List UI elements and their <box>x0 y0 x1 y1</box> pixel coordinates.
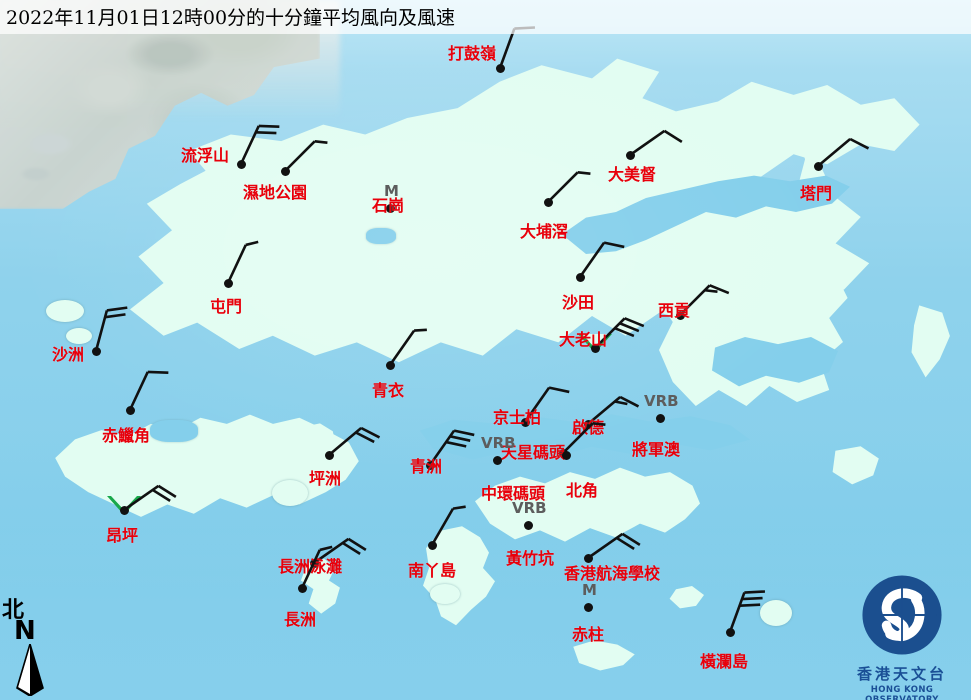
wind-barb-icon <box>430 505 466 546</box>
wind-barb-icon <box>239 124 280 165</box>
landmass-islet-f <box>430 584 460 604</box>
station-flag-m: M <box>384 182 399 200</box>
wind-barb-icon <box>629 129 683 157</box>
wind-barb-icon <box>587 395 640 425</box>
wind-barb-icon <box>123 484 177 512</box>
wind-barb-icon <box>388 328 427 366</box>
wind-barb-icon <box>523 386 570 423</box>
station-label: 大老山 <box>559 330 608 349</box>
station-label: 沙田 <box>562 293 595 312</box>
wind-barb-icon <box>547 171 591 203</box>
wind-barb-icon <box>128 370 169 411</box>
wind-barb-icon <box>594 317 645 349</box>
station-label: 大美督 <box>608 165 657 184</box>
station-dot <box>492 455 502 465</box>
station-label: 塔門 <box>800 184 833 203</box>
station-flag-vrb: VRB <box>481 434 516 452</box>
station-flag-vrb: VRB <box>644 392 679 410</box>
page-title: 2022年11月01日12時00分的十分鐘平均風向及風速 <box>6 7 456 29</box>
station-dot <box>561 450 571 460</box>
station-label: 青衣 <box>372 381 405 400</box>
station-dot <box>523 520 533 530</box>
station-label: 赤柱 <box>572 625 605 644</box>
station-flag-vrb: VRB <box>512 499 547 517</box>
wind-barb-icon <box>284 140 328 172</box>
compass-rose: 北 N <box>2 592 60 698</box>
wind-barb-icon <box>679 284 730 316</box>
station-label: 西貢 <box>658 301 691 320</box>
landmass-islet-d <box>66 328 92 344</box>
station-label: 北角 <box>566 481 599 500</box>
wind-barb-icon <box>328 426 381 456</box>
station-label: 橫瀾島 <box>700 652 749 671</box>
wind-barb-icon <box>587 532 641 560</box>
station-label: 坪洲 <box>309 469 342 488</box>
station-label: 京士柏 <box>493 408 542 427</box>
title-band <box>0 0 971 34</box>
station-label: 流浮山 <box>181 146 230 165</box>
wind-barb-icon <box>428 429 475 466</box>
wind-barb-icon <box>94 306 128 352</box>
north-arrow-icon <box>16 644 44 696</box>
station-label: 屯門 <box>210 297 243 316</box>
station-label: 大埔滘 <box>520 222 569 241</box>
station-label: 赤鱲角 <box>102 426 151 445</box>
wind-barb-icon <box>728 590 766 633</box>
station-dot <box>655 413 665 423</box>
station-label: 石崗 <box>372 196 405 215</box>
compass-label-cn: 北 <box>2 597 25 623</box>
station-dot <box>385 203 395 213</box>
station-label: 將軍澳 <box>632 440 681 459</box>
landmass-hong-kong-island <box>475 467 700 542</box>
water-shek-pik <box>150 420 198 442</box>
landmass-islet-c <box>46 300 84 322</box>
station-label: 青洲 <box>410 457 443 476</box>
wind-barb-icon <box>300 545 333 589</box>
wind-barb-icon <box>578 241 625 278</box>
station-label: 南丫島 <box>408 561 457 580</box>
station-label: 打鼓嶺 <box>448 44 497 63</box>
wind-barb-icon <box>562 422 606 454</box>
hko-logo-icon <box>862 575 942 655</box>
station-dot <box>583 602 593 612</box>
station-label: 長洲 <box>284 610 317 629</box>
station-label: 黃竹坑 <box>506 549 555 568</box>
landmass-islet-a <box>669 586 704 609</box>
landmass-islet-b <box>272 480 308 506</box>
station-label: 中環碼頭 <box>481 484 546 503</box>
wind-barb-icon <box>817 137 870 167</box>
station-label: 長洲泳灘 <box>278 557 343 576</box>
wind-barb-icon <box>313 537 367 565</box>
landmass-waglan <box>760 600 792 626</box>
station-flag-m: M <box>582 581 597 599</box>
station-label: 沙洲 <box>52 345 85 364</box>
station-label: 天星碼頭 <box>501 443 566 462</box>
station-label: 昂坪 <box>106 526 139 545</box>
hko-logo: 香港天文台 HONG KONG OBSERVATORY <box>839 572 965 700</box>
compass-label-en: N <box>14 616 36 646</box>
hko-logo-text-cn: 香港天文台 <box>856 665 947 683</box>
station-label: 濕地公園 <box>243 183 308 202</box>
hko-logo-text-en: HONG KONG OBSERVATORY <box>865 685 939 700</box>
station-label: 香港航海學校 <box>564 564 661 583</box>
water-reservoir <box>366 228 396 244</box>
wind-barb-icon <box>226 240 259 284</box>
